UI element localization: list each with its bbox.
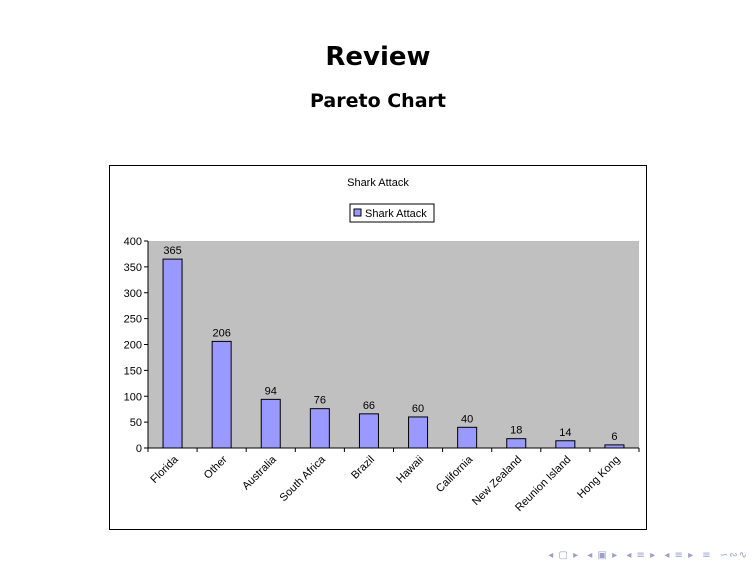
legend-label: Shark Attack [365, 208, 427, 220]
y-tick-labels: 0 50 100 150 200 250 300 350 400 [124, 236, 142, 455]
data-label: 66 [363, 400, 375, 412]
legend-box [349, 203, 435, 223]
x-tick-label: New Zealand [470, 454, 524, 508]
data-label: 365 [163, 245, 181, 257]
x-tick-label: Brazil [349, 454, 377, 482]
beamer-navigation: ◂ ▢ ▸ ◂ ▣ ▸ ◂ ≡ ▸ ◂ ≡ ▸ ≡ ∽∾∿ [544, 550, 748, 561]
legend-swatch [353, 208, 362, 217]
data-label: 6 [611, 431, 617, 443]
bar-hawaii [408, 416, 429, 449]
y-tick-label: 300 [124, 288, 142, 300]
bar-other [211, 340, 232, 449]
data-label: 40 [461, 413, 473, 425]
chart-title: Shark Attack [347, 177, 409, 189]
bar-hong-kong [604, 444, 625, 449]
data-label: 206 [212, 327, 230, 339]
bar-new-zealand [506, 438, 527, 449]
bar-california [457, 426, 478, 449]
y-tick-label: 100 [124, 391, 142, 403]
x-tick-label: Florida [148, 453, 181, 486]
y-tick-label: 350 [124, 262, 142, 274]
data-label: 76 [314, 395, 326, 407]
y-tick-label: 250 [124, 314, 142, 326]
slide-subtitle: Pareto Chart [310, 90, 446, 112]
bar-south-africa [309, 408, 330, 449]
data-label: 18 [510, 425, 522, 437]
data-label: 14 [559, 427, 571, 439]
prev-subsection-icon[interactable]: ◂ ≡ ▸ [626, 550, 657, 561]
x-tick-label: Other [202, 453, 230, 481]
y-tick-label: 200 [124, 340, 142, 352]
search-icon[interactable]: ∽∾∿ [719, 550, 748, 561]
x-tick-label: Hong Kong [575, 454, 622, 501]
y-tick-label: 150 [124, 365, 142, 377]
x-tick-label: South Africa [278, 453, 329, 504]
bar-reunion-island [555, 440, 576, 449]
align-icon[interactable]: ≡ [702, 550, 712, 561]
data-label: 94 [265, 385, 277, 397]
y-tick-label: 50 [130, 417, 142, 429]
x-tick-label: Australia [240, 453, 279, 492]
bar-brazil [358, 413, 379, 449]
chart-frame: Shark Attack Shark Attack 365 206 94 76 66 60… [109, 165, 647, 530]
data-label: 60 [412, 403, 424, 415]
y-tick-label: 0 [136, 443, 142, 455]
bar-florida [162, 258, 183, 449]
y-tick-label: 400 [124, 236, 142, 248]
x-tick-label: California [434, 453, 476, 495]
legend: Shark Attack [349, 203, 435, 223]
x-tick-label: Hawaii [394, 454, 426, 486]
bar-australia [260, 398, 281, 449]
first-frame-icon[interactable]: ◂ ▢ ▸ [548, 550, 580, 561]
next-subsection-icon[interactable]: ◂ ≡ ▸ [664, 550, 695, 561]
slide-title: Review [325, 42, 431, 72]
data-labels: 365 206 94 76 66 60 40 18 14 6 [163, 245, 617, 443]
bars [162, 258, 625, 449]
prev-section-icon[interactable]: ◂ ▣ ▸ [587, 550, 619, 561]
